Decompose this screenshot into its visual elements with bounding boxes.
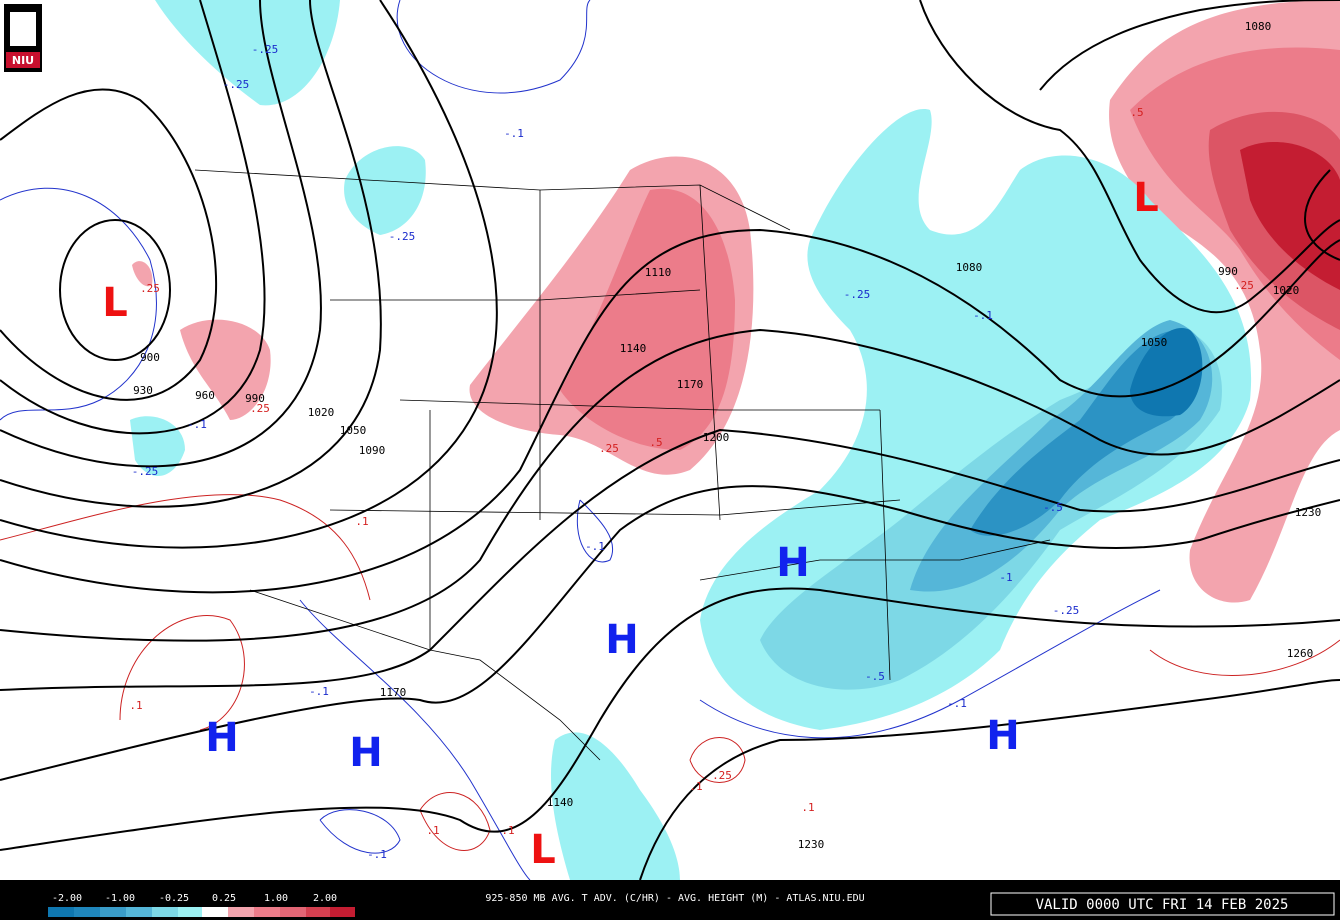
height-label: 1020 — [308, 406, 335, 419]
footer-title: 925-850 MB AVG. T ADV. (C/HR) - AVG. HEI… — [485, 893, 864, 904]
height-label: 930 — [133, 384, 153, 397]
height-label: 990 — [245, 392, 265, 405]
pressure-center: H — [349, 730, 382, 776]
advection-label: .1 — [501, 824, 514, 837]
height-label: 1200 — [703, 431, 730, 444]
colorbar-label: 2.00 — [313, 893, 337, 904]
advection-label: .25 — [250, 402, 270, 415]
height-label: 1140 — [547, 796, 574, 809]
advection-contours — [0, 0, 1340, 881]
pressure-center: H — [776, 540, 809, 586]
advection-label: -.25 — [132, 465, 159, 478]
pressure-center: H — [605, 617, 638, 663]
colorbar-label: -0.25 — [159, 893, 189, 904]
advection-label: -.25 — [223, 78, 250, 91]
advection-label: .25 — [712, 769, 732, 782]
pressure-center: L — [530, 827, 556, 873]
height-label: 1080 — [1245, 20, 1272, 33]
warm-shading — [132, 0, 1340, 603]
advection-label: -.5 — [865, 670, 885, 683]
advection-label: -.25 — [844, 288, 871, 301]
colorbar-label: 1.00 — [264, 893, 288, 904]
colorbar-label: -1.00 — [105, 893, 135, 904]
colorbar-label: -2.00 — [52, 893, 82, 904]
height-label: 1170 — [677, 378, 704, 391]
height-label: 1110 — [645, 266, 672, 279]
height-label: 1020 — [1273, 284, 1300, 297]
advection-label: -.25 — [389, 230, 416, 243]
height-label: 960 — [195, 389, 215, 402]
advection-label: -.1 — [585, 540, 605, 553]
advection-label: .1 — [355, 515, 368, 528]
advection-label: -.1 — [973, 309, 993, 322]
advection-label: -.1 — [504, 127, 524, 140]
advection-label: .25 — [140, 282, 160, 295]
advection-label: -.5 — [1043, 501, 1063, 514]
advection-label: .5 — [649, 436, 662, 449]
advection-label: .1 — [801, 801, 814, 814]
logo: NIU — [4, 4, 42, 72]
height-label: 1230 — [1295, 506, 1322, 519]
pressure-center: L — [102, 280, 128, 326]
advection-label: .25 — [1234, 279, 1254, 292]
advection-label: -.25 — [1053, 604, 1080, 617]
height-label: 1080 — [956, 261, 983, 274]
borders — [194, 169, 1051, 761]
height-label: 1260 — [1287, 647, 1314, 660]
height-contours — [0, 0, 1340, 881]
advection-label: -.1 — [367, 848, 387, 861]
height-label: 1230 — [798, 838, 825, 851]
advection-label: .25 — [599, 442, 619, 455]
height-label: 1050 — [1141, 336, 1168, 349]
valid-box — [990, 892, 1335, 916]
logo-text: NIU — [12, 54, 34, 67]
advection-label: -.25 — [252, 43, 279, 56]
height-label: 900 — [140, 351, 160, 364]
pressure-center: L — [1133, 175, 1159, 221]
height-label: 1140 — [620, 342, 647, 355]
advection-label: -.1 — [947, 697, 967, 710]
height-label: 1170 — [380, 686, 407, 699]
pressure-center: H — [205, 715, 238, 761]
pressure-center: H — [986, 713, 1019, 759]
advection-label: -1 — [999, 571, 1012, 584]
height-label: 990 — [1218, 265, 1238, 278]
labels: 900 930 960 990 1020 1050 1090 1110 1140 1170 1200… — [102, 20, 1321, 873]
advection-label: .1 — [689, 780, 702, 793]
height-label: 1050 — [340, 424, 367, 437]
advection-label: -.1 — [187, 418, 207, 431]
colorbar — [48, 907, 355, 917]
colorbar-label: 0.25 — [212, 893, 236, 904]
valid-time: VALID 0000 UTC FRI 14 FEB 2025 — [1036, 897, 1289, 913]
advection-label: .1 — [426, 824, 439, 837]
advection-label: .1 — [129, 699, 142, 712]
height-label: 1090 — [359, 444, 386, 457]
advection-label: -.1 — [309, 685, 329, 698]
advection-label: .5 — [1130, 106, 1143, 119]
